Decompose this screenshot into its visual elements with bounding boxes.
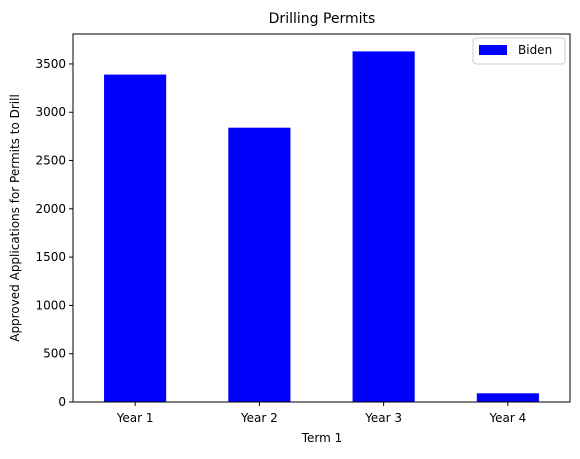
- bar-year-2: [228, 127, 291, 402]
- y-tick-label: 1500: [35, 250, 66, 264]
- y-tick-label: 3000: [35, 105, 66, 119]
- x-axis-label: Term 1: [301, 431, 343, 445]
- bars-group: [104, 51, 539, 403]
- y-tick-label: 1000: [35, 298, 66, 312]
- bar-year-1: [104, 74, 167, 403]
- y-tick-label: 0: [58, 395, 66, 409]
- legend: Biden: [472, 37, 566, 65]
- y-tick-label: 500: [43, 347, 66, 361]
- y-tick-label: 3500: [35, 57, 66, 71]
- x-tick-label: Year 3: [364, 411, 402, 425]
- x-tick-label: Year 1: [116, 411, 154, 425]
- legend-swatch: [479, 45, 507, 55]
- bar-year-4: [476, 393, 539, 402]
- y-tick-label: 2000: [35, 202, 66, 216]
- chart-title: Drilling Permits: [269, 11, 376, 27]
- x-axis-ticks: Year 1 Year 2 Year 3 Year 4: [116, 402, 526, 425]
- x-tick-label: Year 2: [240, 411, 278, 425]
- legend-label: Biden: [518, 43, 552, 57]
- legend-frame: [472, 37, 566, 65]
- y-tick-label: 2500: [35, 154, 66, 168]
- y-axis-label: Approved Applications for Permits to Dri…: [8, 94, 22, 342]
- x-tick-label: Year 4: [488, 411, 526, 425]
- plot-frame: [72, 33, 571, 403]
- y-axis-ticks: 0 500 1000 1500 2000 2500 3000 3500: [35, 57, 73, 409]
- bar-year-3: [352, 51, 415, 402]
